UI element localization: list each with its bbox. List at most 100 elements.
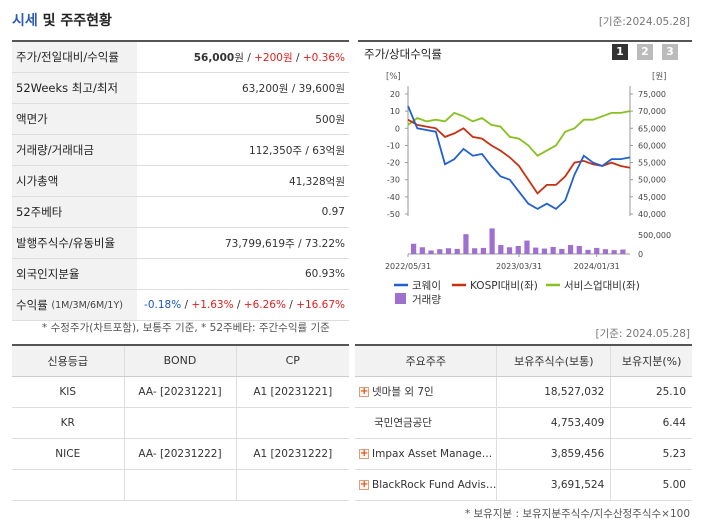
x-tick-label: 2023/03/31	[496, 262, 542, 271]
x-tick-label: 2024/01/31	[574, 262, 620, 271]
holders-header: 보유지분(%)	[610, 345, 692, 377]
holders-footnote: * 보유지분 : 보유지분주식수/지수산정주식수×100	[464, 508, 690, 520]
chart-panel	[358, 40, 692, 314]
holders-header: 보유주식수(보통)	[496, 345, 612, 377]
credit-header-row: 신용등급 BOND CP	[12, 345, 349, 377]
summary-value: 63,200원 / 39,600원	[241, 82, 345, 95]
summary-value: 0.97	[321, 206, 345, 218]
credit-rating-table: 신용등급 BOND CP KIS AA- [20231221] A1 [202312…	[12, 344, 349, 501]
volume-bar	[611, 250, 617, 254]
volume-bar	[594, 247, 600, 254]
left-tick-label: 0	[395, 124, 400, 133]
price-value: 56,000원 / +200원 / +0.36%	[193, 51, 345, 64]
holder-name[interactable]: Impax Asset Manage…	[372, 447, 493, 460]
holder-name[interactable]: 넷마블 외 7인	[372, 386, 434, 398]
summary-label: 거래량/거래대금	[12, 135, 137, 165]
summary-row-foreign: 외국인지분율 60.93%	[12, 259, 349, 290]
volume-bar	[480, 247, 486, 254]
price-change-pct: +0.36%	[302, 51, 345, 64]
volume-bar	[419, 247, 425, 254]
volume-bar	[533, 247, 539, 254]
right-tick-label: 60,000	[638, 141, 666, 150]
volume-bar	[515, 246, 521, 254]
summary-label: 52주베타	[12, 197, 137, 227]
summary-row-par: 액면가 500원	[12, 104, 349, 135]
right-tick-label: 40,000	[638, 210, 666, 219]
summary-value: 60.93%	[304, 268, 345, 280]
volume-bar	[506, 247, 513, 254]
returns-value: -0.18% / +1.63% / +6.26% / +16.67%	[144, 299, 345, 311]
summary-label: 주가/전일대비/수익률	[12, 42, 137, 72]
left-axis-unit: [%]	[386, 72, 401, 82]
holders-base-date: [기준: 2024.05.28]	[595, 328, 690, 340]
expand-icon[interactable]: +	[359, 386, 369, 397]
table-row: + Impax Asset Manage… 3,859,456 5.23	[355, 438, 692, 470]
volume-bar	[472, 248, 478, 254]
expand-icon[interactable]: +	[359, 447, 369, 459]
summary-label: 액면가	[12, 104, 137, 134]
volume-bar	[437, 249, 443, 254]
volume-bar	[489, 228, 495, 254]
summary-row-returns: 수익률 (1M/3M/6M/1Y) -0.18% / +1.63% / +6.2…	[12, 290, 349, 321]
volume-bar	[524, 240, 530, 254]
x-tick-label: 2022/05/31	[385, 262, 431, 271]
summary-row-price: 주가/전일대비/수익률 56,000원 / +200원 / +0.36%	[12, 42, 349, 73]
chart-page-1-button[interactable]: 1	[612, 44, 628, 60]
major-shareholders-table: 주요주주 보유주식수(보통) 보유지분(%) + 넷마블 외 7인 18,527,…	[355, 344, 692, 501]
table-row: + BlackRock Fund Advis… 3,691,524 5.00	[355, 469, 692, 501]
price-line	[407, 105, 631, 211]
volume-bar	[541, 248, 548, 254]
legend-price: 코웨이	[412, 280, 441, 292]
summary-label: 외국인지분율	[12, 259, 137, 289]
right-tick-label: 50,000	[638, 176, 666, 185]
price-relative-return-chart: [%] [원] 20 10 0 -10 -20 -30 -40 -50 75,000 70,000…	[385, 72, 671, 306]
left-tick-label: -40	[387, 193, 400, 202]
volume-bar	[567, 245, 574, 254]
right-tick-label: 65,000	[638, 124, 666, 133]
table-row: + 넷마블 외 7인 18,527,032 25.10	[355, 376, 692, 408]
left-tick-label: -10	[387, 141, 400, 150]
holders-header: 주요주주	[355, 345, 498, 377]
price-summary-table: 주가/전일대비/수익률 56,000원 / +200원 / +0.36% 52W…	[12, 40, 349, 321]
volume-bar	[428, 250, 434, 254]
chart-page-2-button[interactable]: 2	[637, 44, 653, 60]
summary-row-shares: 발행주식수/유동비율 73,799,619주 / 73.22%	[12, 228, 349, 259]
table-row: NICE AA- [20231222] A1 [20231222]	[12, 438, 349, 470]
right-tick-label: 55,000	[638, 159, 666, 168]
holder-name[interactable]: BlackRock Fund Advis…	[372, 478, 497, 491]
expand-icon[interactable]: +	[359, 478, 369, 490]
summary-label: 수익률 (1M/3M/6M/1Y)	[12, 290, 137, 320]
left-tick-label: -20	[387, 159, 400, 168]
volume-tick-label: 500,000	[638, 231, 671, 240]
volume-bar	[411, 243, 417, 254]
right-tick-label: 70,000	[638, 107, 666, 116]
volume-bar	[550, 246, 556, 254]
volume-bar	[602, 249, 609, 254]
section-title: 시세 및 주주현황	[12, 13, 112, 29]
volume-bar	[620, 249, 626, 254]
table-row: KIS AA- [20231221] A1 [20231221]	[12, 376, 349, 408]
right-axis-unit: [원]	[652, 72, 666, 82]
service-relative-line	[407, 110, 631, 157]
right-tick-label: 75,000	[638, 90, 666, 99]
volume-bar	[463, 234, 469, 254]
volume-bar	[454, 248, 460, 254]
right-tick-label: 45,000	[638, 193, 666, 202]
volume-bar	[445, 248, 452, 254]
summary-value: 500원	[315, 113, 345, 126]
legend-swatch-volume	[395, 293, 406, 304]
summary-value: 73,799,619주 / 73.22%	[224, 237, 345, 250]
summary-row-mcap: 시가총액 41,328억원	[12, 166, 349, 197]
table-row: KR	[12, 407, 349, 439]
summary-label: 52Weeks 최고/최저	[12, 73, 137, 103]
summary-label: 시가총액	[12, 166, 137, 196]
legend-kospi: KOSPI대비(좌)	[470, 280, 538, 292]
volume-bar	[576, 246, 582, 254]
price-change: +200원	[254, 51, 293, 64]
summary-row-volume: 거래량/거래대금 112,350주 / 63억원	[12, 135, 349, 166]
credit-header: CP	[236, 345, 349, 377]
chart-page-3-button[interactable]: 3	[662, 44, 678, 60]
legend-volume: 거래량	[412, 294, 441, 306]
summary-label: 발행주식수/유동비율	[12, 228, 137, 258]
table-row	[12, 469, 349, 501]
